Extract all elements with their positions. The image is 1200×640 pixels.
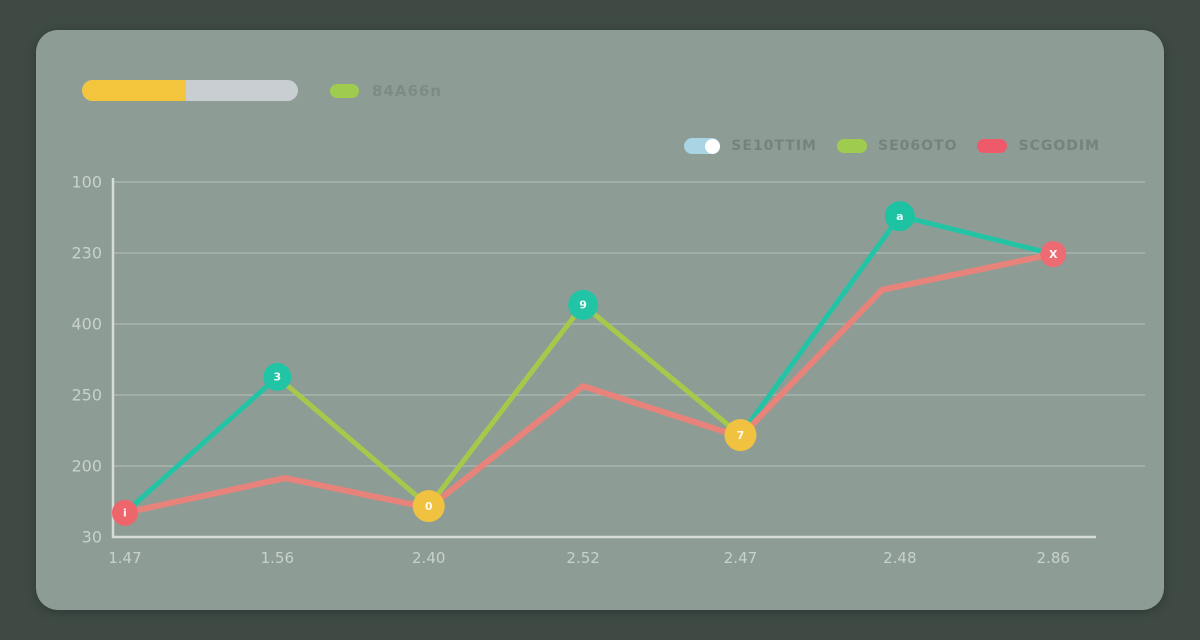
x-axis-tick-label: 2.40 — [412, 549, 445, 567]
series-zigzag-segment — [274, 374, 432, 509]
legend-swatch-toggle-icon — [684, 138, 721, 154]
series-zigzag-segment — [122, 374, 280, 516]
y-axis-tick-label: 400 — [71, 315, 102, 334]
data-point-label: a — [896, 210, 903, 223]
data-point-marker[interactable] — [263, 362, 292, 391]
series-tag-swatch-icon — [330, 83, 359, 98]
legend-item-label: SE10TTIM — [731, 138, 817, 154]
y-axis-tick-label: 250 — [71, 386, 102, 405]
x-axis-tick-label: 1.56 — [261, 549, 294, 567]
series-zigzag-segment — [580, 302, 743, 438]
series-zigzag-segment — [897, 213, 1056, 257]
y-axis-tick-label: 230 — [71, 244, 102, 263]
legend-item-label: SE06OTO — [878, 138, 958, 154]
data-point-marker[interactable] — [568, 289, 599, 320]
series-smooth-line — [121, 251, 1057, 516]
x-axis-tick-label: 2.47 — [724, 549, 757, 567]
y-axis-tick-label: 200 — [71, 457, 102, 476]
x-axis-tick-label: 2.48 — [883, 549, 916, 567]
legend-swatch-pill-icon — [977, 139, 1008, 153]
data-point-label: X — [1049, 248, 1058, 261]
x-axis-tick-label: 2.86 — [1037, 549, 1070, 567]
series-tag: 84A66n — [330, 82, 442, 100]
legend-swatch-pill-icon — [837, 139, 867, 153]
x-axis-tick-label: 2.52 — [566, 549, 599, 567]
data-point-label: i — [123, 507, 127, 520]
topbar: 84A66n — [82, 80, 442, 101]
legend-item-1[interactable]: SE06OTO — [837, 138, 957, 154]
data-point-label: 9 — [579, 299, 587, 312]
legend-item-label: SCGODIM — [1018, 138, 1100, 154]
data-point-marker[interactable] — [1040, 241, 1067, 268]
legend-item-0[interactable]: SE10TTIM — [684, 138, 817, 154]
chart-legend: SE10TTIM SE06OTO SCGODIM — [684, 138, 1100, 154]
legend-item-2[interactable]: SCGODIM — [977, 138, 1100, 154]
data-point-label: 3 — [274, 371, 282, 384]
x-axis-tick-label: 1.47 — [108, 549, 141, 567]
chart-card: 84A66n SE10TTIM SE06OTO SCGODIM 100 230 40… — [36, 30, 1164, 610]
data-point-label: 0 — [425, 500, 433, 513]
data-point-marker[interactable] — [412, 490, 445, 523]
series-tag-label: 84A66n — [372, 81, 443, 100]
data-point-label: 7 — [737, 429, 745, 442]
data-point-marker[interactable] — [884, 201, 915, 232]
progress-bar — [82, 80, 298, 101]
data-point-marker[interactable] — [724, 419, 757, 452]
series-zigzag-segment — [426, 302, 586, 509]
series-zigzag-segment — [737, 213, 903, 438]
data-point-marker[interactable] — [111, 499, 138, 526]
y-axis-tick-label: 30 — [82, 528, 102, 547]
progress-fill — [82, 80, 186, 101]
y-axis-tick-label: 100 — [71, 173, 102, 192]
